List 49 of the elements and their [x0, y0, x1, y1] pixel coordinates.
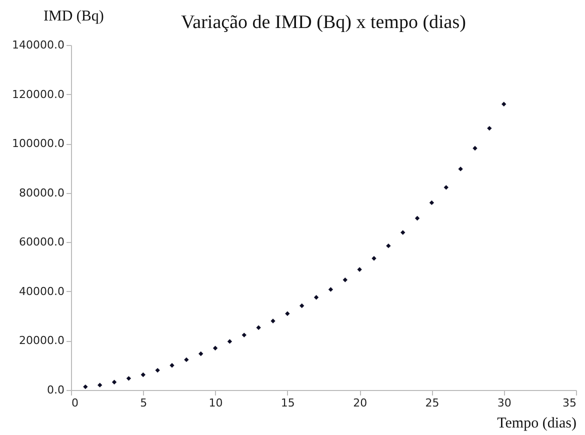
point — [285, 311, 290, 316]
point — [372, 256, 376, 261]
point — [357, 267, 362, 272]
point — [328, 287, 334, 292]
point — [184, 357, 189, 362]
point — [444, 185, 448, 190]
point — [83, 384, 88, 390]
point — [429, 200, 434, 206]
y-tick-label: 100000.0 — [12, 137, 64, 150]
x-axis-title: Tempo (dias) — [497, 416, 577, 432]
point — [198, 351, 204, 356]
point — [98, 382, 102, 388]
point — [400, 230, 406, 235]
y-tick-label: 120000.0 — [12, 88, 64, 101]
x-tick-label: 35 — [562, 396, 576, 410]
x-tick-label: 30 — [497, 396, 512, 410]
point — [458, 166, 463, 172]
point — [126, 376, 132, 381]
point — [170, 363, 174, 368]
point — [300, 303, 304, 308]
point — [414, 216, 420, 221]
y-tick-label: 40000.0 — [19, 284, 64, 298]
point — [242, 332, 246, 338]
point — [314, 295, 319, 300]
y-tick-label: 20000.0 — [19, 334, 64, 348]
x-tick-label: 5 — [140, 396, 148, 410]
x-tick-label: 25 — [425, 396, 440, 410]
point — [342, 278, 348, 282]
point — [256, 325, 261, 330]
x-tick-label: 20 — [353, 396, 368, 410]
point — [112, 380, 117, 384]
x-tick-label: 0 — [72, 396, 78, 410]
y-tick-label: 140000.0 — [12, 38, 64, 52]
y-axis-title: IMD (Bq) — [44, 8, 104, 24]
y-tick-label: 0.0 — [47, 384, 64, 396]
point — [487, 126, 492, 131]
point — [155, 368, 160, 373]
point — [212, 346, 218, 350]
x-tick-label: 10 — [208, 396, 223, 410]
point — [140, 372, 146, 378]
point — [472, 146, 478, 151]
point — [502, 102, 506, 106]
point — [227, 339, 232, 344]
y-tick-label: 80000.0 — [19, 186, 64, 200]
point — [386, 243, 391, 248]
point — [270, 318, 276, 324]
x-tick-label: 15 — [280, 396, 295, 410]
chart-title: Variação de IMD (Bq) x tempo (dias) — [181, 12, 466, 33]
y-tick-label: 60000.0 — [19, 236, 64, 249]
